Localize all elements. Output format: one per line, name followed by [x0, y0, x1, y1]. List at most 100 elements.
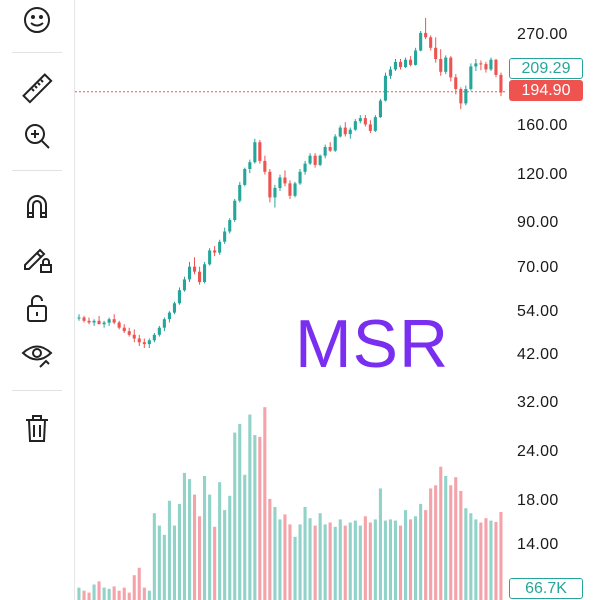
candle-body: [333, 136, 337, 151]
candle-body: [263, 160, 267, 172]
candle-body: [414, 50, 418, 65]
volume-bar: [449, 485, 453, 600]
price-axis[interactable]: 270.00 160.00 120.00 90.00 70.00 54.00 4…: [505, 0, 600, 600]
volume-bar: [177, 503, 181, 600]
volume-tag: 66.7K: [509, 578, 583, 599]
candle-body: [172, 303, 176, 313]
price-axis-label: 24.00: [517, 443, 559, 460]
volume-bar: [263, 407, 267, 600]
candle-body: [273, 187, 277, 198]
volume-bar: [439, 466, 443, 600]
volume-bar: [223, 510, 227, 600]
volume-bar: [318, 513, 322, 600]
volume-bar: [399, 525, 403, 600]
candle-body: [248, 162, 252, 169]
volume-bar: [454, 477, 458, 600]
candle-body: [449, 57, 453, 78]
volume-bar: [243, 474, 247, 600]
chart-pane[interactable]: MSR: [75, 0, 505, 600]
candle-body: [142, 342, 146, 345]
candle-body: [419, 32, 423, 51]
eye-icon[interactable]: [12, 334, 62, 374]
volume-bar: [87, 592, 91, 600]
volume-bar: [157, 525, 161, 600]
smiley-icon[interactable]: [12, 0, 62, 40]
volume-bar: [278, 519, 282, 600]
volume-bar: [343, 525, 347, 600]
volume-bar: [132, 575, 136, 600]
volume-bar: [328, 522, 332, 600]
candle-body: [348, 129, 352, 135]
candle-body: [343, 127, 347, 135]
candle-body: [203, 264, 207, 282]
candle-body: [368, 124, 372, 131]
candle-body: [444, 57, 448, 72]
candle-body: [323, 147, 327, 156]
volume-bar: [459, 490, 463, 600]
volume-bar: [499, 512, 503, 600]
candle-body: [399, 61, 403, 68]
volume-bar: [248, 414, 252, 600]
magnet-icon[interactable]: [12, 186, 62, 226]
volume-bar: [363, 516, 367, 600]
trash-icon[interactable]: [12, 408, 62, 448]
candle-body: [82, 317, 86, 321]
volume-bar: [303, 507, 307, 600]
candle-body: [162, 319, 166, 328]
volume-bar: [142, 587, 146, 600]
candle-body: [167, 312, 171, 320]
volume-bar: [137, 567, 141, 600]
symbol-watermark: MSR: [295, 306, 450, 382]
price-axis-label: 54.00: [517, 303, 559, 320]
volume-bar: [298, 524, 302, 600]
toolbar-divider: [12, 52, 62, 53]
volume-bar: [489, 520, 493, 600]
volume-bar: [338, 519, 342, 600]
candle-body: [132, 334, 136, 339]
volume-bar: [122, 587, 126, 600]
toolbar-divider: [12, 390, 62, 391]
price-volume-chart[interactable]: [75, 0, 505, 600]
prev-close-price-tag: 209.29: [509, 58, 583, 79]
volume-bar: [469, 513, 473, 600]
volume-bar: [193, 494, 197, 600]
candle-body: [424, 32, 428, 38]
candle-body: [464, 89, 468, 104]
candle-body: [318, 155, 322, 165]
volume-bar: [404, 510, 408, 600]
candle-body: [87, 320, 91, 323]
volume-bar: [213, 526, 217, 600]
candle-body: [494, 59, 498, 75]
volume-bar: [97, 581, 101, 600]
candle-body: [293, 183, 297, 196]
price-axis-label: 32.00: [517, 394, 559, 411]
candle-body: [454, 77, 458, 89]
candle-body: [404, 59, 408, 68]
volume-bar: [152, 513, 156, 600]
candle-body: [238, 184, 242, 201]
unlock-icon[interactable]: [12, 288, 62, 328]
volume-bar: [117, 590, 121, 600]
candle-body: [469, 66, 473, 89]
candle-body: [77, 317, 81, 319]
volume-bar: [233, 432, 237, 600]
candle-body: [328, 147, 332, 151]
volume-bar: [288, 524, 292, 600]
volume-bar: [253, 435, 257, 600]
price-axis-label: 42.00: [517, 346, 559, 363]
volume-bar: [373, 519, 377, 600]
volume-bar: [388, 519, 392, 600]
zoom-in-icon[interactable]: [12, 116, 62, 156]
candle-body: [388, 69, 392, 76]
candle-body: [223, 231, 227, 242]
candle-body: [193, 266, 197, 272]
volume-bar: [308, 518, 312, 600]
pencil-lock-icon[interactable]: [12, 238, 62, 278]
volume-bar: [188, 479, 192, 600]
ruler-icon[interactable]: [12, 68, 62, 108]
volume-bar: [464, 508, 468, 600]
candle-body: [308, 155, 312, 164]
volume-bar: [358, 525, 362, 600]
candle-body: [378, 100, 382, 118]
candle-body: [373, 117, 377, 131]
